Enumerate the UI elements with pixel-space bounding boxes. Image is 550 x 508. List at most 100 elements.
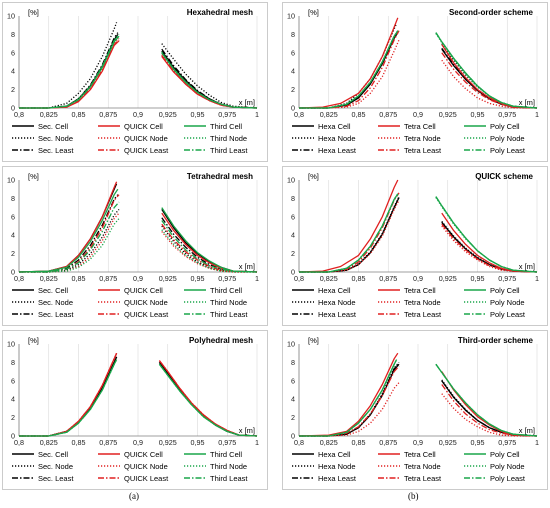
- x-tick-label: 0,875: [379, 110, 397, 119]
- y-tick-label: 10: [7, 340, 15, 349]
- chart-panel-3: 0,8 0,825 0,85 0,875 0,9 0,925 0,95 0,975 102468…: [2, 166, 268, 326]
- x-tick-label: 0,95: [191, 110, 205, 119]
- x-tick-label: 0,85: [72, 438, 86, 447]
- y-tick-label: 10: [7, 176, 15, 185]
- y-tick-label: 0: [291, 432, 295, 441]
- y-tick-label: 10: [7, 12, 15, 21]
- series-line: [19, 352, 118, 437]
- y-axis-label: [%]: [28, 8, 39, 17]
- series-line: [441, 44, 538, 109]
- legend-label: Sec. Cell: [38, 286, 68, 295]
- y-tick-label: 8: [291, 30, 295, 39]
- legend: Sec. Cell Sec. Node Sec. Least QUICK Cell QU…: [12, 450, 248, 483]
- series-line: [441, 380, 538, 437]
- y-tick-label: 8: [11, 358, 15, 367]
- y-tick-label: 4: [291, 395, 295, 404]
- x-tick-label: 0,925: [439, 274, 457, 283]
- legend-label: Poly Node: [490, 298, 525, 307]
- chart-panel-6: 0,8 0,825 0,85 0,875 0,9 0,925 0,95 0,975 102468…: [282, 330, 548, 490]
- x-tick-label: 0,85: [352, 274, 366, 283]
- y-tick-label: 6: [11, 48, 15, 57]
- x-tick-label: 0,875: [379, 438, 397, 447]
- legend-label: Hexa Node: [318, 298, 356, 307]
- series-line: [441, 225, 538, 273]
- x-tick-label: 0,925: [159, 110, 177, 119]
- legend-label: QUICK Cell: [124, 122, 163, 131]
- x-axis-label: x [m]: [239, 98, 255, 107]
- x-tick-label: 1: [535, 110, 539, 119]
- series-line: [435, 363, 538, 437]
- y-axis-label: [%]: [308, 336, 319, 345]
- legend-label: Tetra Cell: [404, 122, 436, 131]
- x-tick-label: 0,925: [159, 438, 177, 447]
- legend-label: Tetra Node: [404, 298, 441, 307]
- legend-label: Third Least: [210, 310, 248, 319]
- y-tick-label: 6: [291, 376, 295, 385]
- series-line: [299, 193, 399, 273]
- series-line: [441, 221, 538, 273]
- chart-panel-2: 0,8 0,825 0,85 0,875 0,9 0,925 0,95 0,975 102468…: [282, 2, 548, 162]
- legend-label: Poly Cell: [490, 286, 520, 295]
- legend-label: Poly Least: [490, 146, 526, 155]
- x-tick-label: 0,825: [40, 110, 58, 119]
- x-tick-label: 0,825: [40, 438, 58, 447]
- chart-title: Polyhedral mesh: [189, 336, 253, 345]
- y-tick-label: 2: [11, 413, 15, 422]
- series-line: [19, 201, 120, 273]
- y-tick-label: 6: [291, 48, 295, 57]
- x-tick-label: 0,95: [191, 438, 205, 447]
- y-tick-label: 8: [11, 30, 15, 39]
- legend-label: Third Node: [210, 462, 247, 471]
- legend-label: Sec. Cell: [38, 122, 68, 131]
- legend-label: Third Least: [210, 474, 248, 483]
- series-line: [19, 359, 118, 437]
- series-line: [19, 39, 120, 109]
- series-line: [161, 229, 257, 273]
- chart-title: Tetrahedral mesh: [187, 172, 253, 181]
- y-tick-label: 2: [291, 249, 295, 258]
- y-tick-label: 8: [11, 194, 15, 203]
- y-tick-label: 2: [11, 249, 15, 258]
- y-tick-label: 0: [11, 268, 15, 277]
- y-axis-label: [%]: [28, 336, 39, 345]
- legend: Hexa Cell Hexa Node Hexa Least Tetra Cell Te…: [292, 122, 526, 155]
- series-line: [161, 220, 258, 273]
- legend-label: Sec. Least: [38, 310, 74, 319]
- legend-label: Poly Least: [490, 474, 526, 483]
- chart-frame: [2, 166, 268, 326]
- legend: Sec. Cell Sec. Node Sec. Least QUICK Cell QU…: [12, 286, 248, 319]
- y-tick-label: 10: [287, 176, 295, 185]
- legend-label: Third Cell: [210, 122, 242, 131]
- x-tick-label: 0,825: [320, 110, 338, 119]
- x-tick-label: 1: [255, 438, 259, 447]
- series-line: [299, 30, 400, 109]
- chart-title: QUICK scheme: [475, 172, 533, 181]
- legend: Hexa Cell Hexa Node Hexa Least Tetra Cell Te…: [292, 450, 526, 483]
- legend-label: Hexa Cell: [318, 450, 351, 459]
- series-line: [158, 363, 258, 437]
- x-tick-label: 0,925: [439, 438, 457, 447]
- chart-frame: [282, 2, 548, 162]
- series-line: [299, 359, 398, 437]
- x-tick-label: 0,925: [159, 274, 177, 283]
- series-line: [19, 22, 118, 109]
- legend-label: Sec. Least: [38, 474, 74, 483]
- x-tick-label: 0,9: [413, 438, 423, 447]
- legend-label: Sec. Node: [38, 134, 73, 143]
- x-tick-label: 0,975: [498, 274, 516, 283]
- x-tick-label: 0,975: [218, 110, 236, 119]
- chart-frame: [2, 330, 268, 490]
- legend-label: QUICK Least: [124, 310, 169, 319]
- legend-label: Sec. Node: [38, 298, 73, 307]
- chart-panel-5: 0,8 0,825 0,85 0,875 0,9 0,925 0,95 0,975 102468…: [2, 330, 268, 490]
- series-line: [435, 363, 538, 437]
- series-line: [161, 223, 258, 273]
- series-line: [161, 231, 257, 273]
- x-tick-label: 0,925: [439, 110, 457, 119]
- y-tick-label: 4: [291, 67, 295, 76]
- series-line: [19, 194, 120, 273]
- series-line: [441, 59, 537, 109]
- x-axis-label: x [m]: [519, 426, 535, 435]
- legend-label: Hexa Cell: [318, 286, 351, 295]
